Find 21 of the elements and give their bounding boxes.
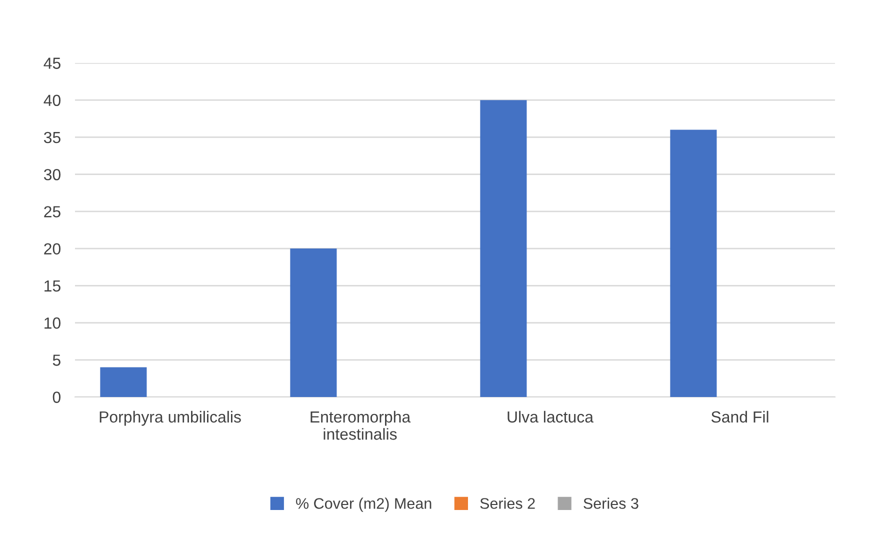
y-tick-label: 15 <box>44 280 60 292</box>
y-tick-label: 40 <box>44 94 60 106</box>
bar <box>480 100 527 397</box>
y-tick-label: 25 <box>44 206 60 218</box>
legend-label: % Cover (m2) Mean <box>296 498 432 512</box>
legend-label: Series 3 <box>584 498 638 509</box>
bar <box>100 367 147 397</box>
y-tick-label: 35 <box>44 132 60 144</box>
y-tick-label: 5 <box>52 354 60 366</box>
legend-label: Series 2 <box>480 498 535 509</box>
y-tick-label: 10 <box>44 317 60 329</box>
bar <box>290 248 337 397</box>
y-tick-label: 45 <box>44 58 60 69</box>
y-tick-label: 30 <box>44 168 60 180</box>
x-tick-label: Enteromorpha intestinalis <box>310 410 411 440</box>
x-tick-label: Porphyra umbilicalis <box>100 410 241 426</box>
y-tick-label: 20 <box>44 243 60 254</box>
x-tick-label: Sand Fil <box>711 410 768 423</box>
bar <box>670 130 717 397</box>
y-tick-label: 0 <box>52 392 60 403</box>
x-tick-label: Ulva lactuca <box>508 410 594 423</box>
